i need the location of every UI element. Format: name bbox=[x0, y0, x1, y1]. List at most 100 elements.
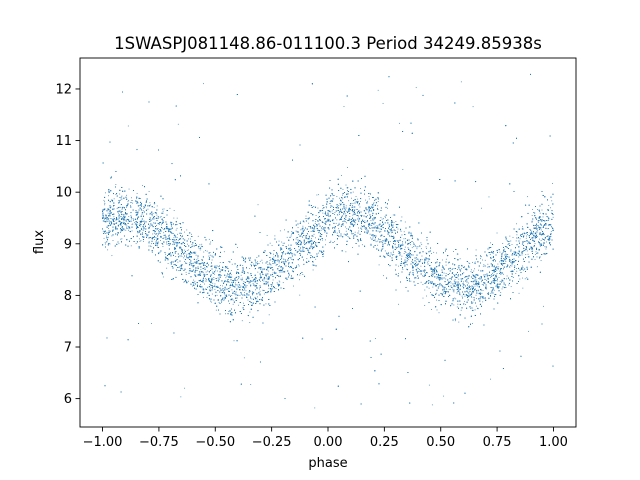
data-point bbox=[410, 280, 412, 282]
data-point bbox=[436, 309, 438, 311]
data-point bbox=[166, 243, 168, 245]
data-point bbox=[168, 237, 170, 238]
data-point bbox=[361, 222, 362, 223]
data-point bbox=[291, 249, 292, 251]
data-point bbox=[516, 270, 518, 272]
data-point bbox=[455, 298, 457, 300]
data-point bbox=[531, 230, 533, 232]
data-point bbox=[155, 237, 157, 238]
data-point bbox=[472, 106, 474, 108]
data-point bbox=[131, 223, 133, 225]
data-point bbox=[506, 246, 508, 248]
data-point bbox=[533, 246, 535, 248]
data-point bbox=[403, 263, 405, 265]
data-point bbox=[501, 288, 503, 290]
data-point bbox=[161, 224, 162, 226]
data-point bbox=[199, 249, 201, 251]
data-point bbox=[522, 277, 523, 279]
data-point bbox=[372, 204, 374, 206]
data-point bbox=[191, 233, 192, 235]
data-point bbox=[240, 285, 242, 287]
data-point bbox=[104, 204, 106, 206]
data-point bbox=[218, 255, 220, 257]
data-point bbox=[308, 250, 309, 252]
data-point bbox=[186, 250, 188, 252]
data-point bbox=[546, 253, 548, 254]
data-point bbox=[298, 249, 300, 251]
data-point bbox=[410, 244, 411, 246]
data-point bbox=[126, 225, 128, 227]
data-point bbox=[306, 233, 308, 234]
data-point bbox=[332, 200, 333, 202]
data-point bbox=[207, 286, 208, 288]
data-point bbox=[142, 236, 143, 237]
data-point bbox=[457, 283, 459, 285]
data-point bbox=[181, 266, 182, 268]
data-point bbox=[331, 194, 333, 196]
data-point bbox=[489, 254, 491, 256]
data-point bbox=[257, 301, 259, 303]
data-point bbox=[383, 275, 384, 277]
data-point bbox=[108, 218, 110, 220]
data-point bbox=[138, 232, 140, 233]
data-point bbox=[267, 264, 269, 265]
data-point bbox=[139, 225, 141, 227]
data-point bbox=[160, 261, 161, 263]
data-point bbox=[253, 263, 255, 265]
data-point bbox=[390, 253, 392, 255]
data-point bbox=[241, 320, 243, 322]
data-point bbox=[361, 214, 363, 216]
data-point bbox=[326, 207, 327, 209]
data-point bbox=[150, 212, 152, 214]
data-point bbox=[106, 217, 107, 219]
data-point bbox=[526, 277, 528, 279]
data-point bbox=[377, 240, 379, 242]
data-point bbox=[408, 232, 410, 234]
data-point bbox=[547, 216, 549, 218]
data-point bbox=[231, 259, 232, 260]
data-point bbox=[182, 238, 184, 240]
data-point bbox=[377, 244, 379, 246]
data-point bbox=[512, 237, 514, 238]
data-point bbox=[373, 203, 374, 205]
data-point bbox=[248, 278, 250, 280]
data-point bbox=[487, 292, 489, 293]
data-point bbox=[501, 261, 503, 263]
data-point bbox=[274, 271, 275, 273]
data-point bbox=[467, 291, 469, 293]
data-point bbox=[418, 268, 419, 269]
data-point bbox=[172, 266, 174, 268]
data-point bbox=[531, 214, 533, 216]
data-point bbox=[403, 262, 405, 264]
data-point bbox=[198, 246, 200, 247]
data-point bbox=[212, 288, 213, 290]
data-point bbox=[415, 87, 417, 89]
data-point bbox=[201, 245, 203, 247]
data-point bbox=[186, 229, 188, 231]
data-point bbox=[224, 288, 226, 290]
data-point bbox=[315, 258, 317, 260]
data-point bbox=[463, 294, 465, 295]
data-point bbox=[137, 214, 139, 215]
data-point bbox=[318, 252, 320, 254]
data-point bbox=[252, 282, 254, 284]
data-point bbox=[353, 233, 355, 235]
data-point bbox=[203, 289, 205, 291]
data-point bbox=[526, 241, 528, 243]
data-point bbox=[543, 305, 544, 307]
data-point bbox=[452, 290, 454, 292]
data-point bbox=[300, 221, 301, 223]
data-point bbox=[118, 213, 119, 215]
data-point bbox=[153, 218, 155, 220]
data-point bbox=[426, 295, 427, 297]
data-point bbox=[202, 288, 204, 289]
data-point bbox=[173, 237, 175, 239]
data-point bbox=[526, 235, 528, 237]
data-point bbox=[328, 241, 330, 243]
data-point bbox=[170, 254, 172, 256]
data-point bbox=[121, 208, 123, 210]
data-point bbox=[162, 218, 163, 220]
data-point bbox=[238, 277, 239, 279]
data-point bbox=[372, 237, 374, 239]
data-point bbox=[197, 257, 199, 259]
